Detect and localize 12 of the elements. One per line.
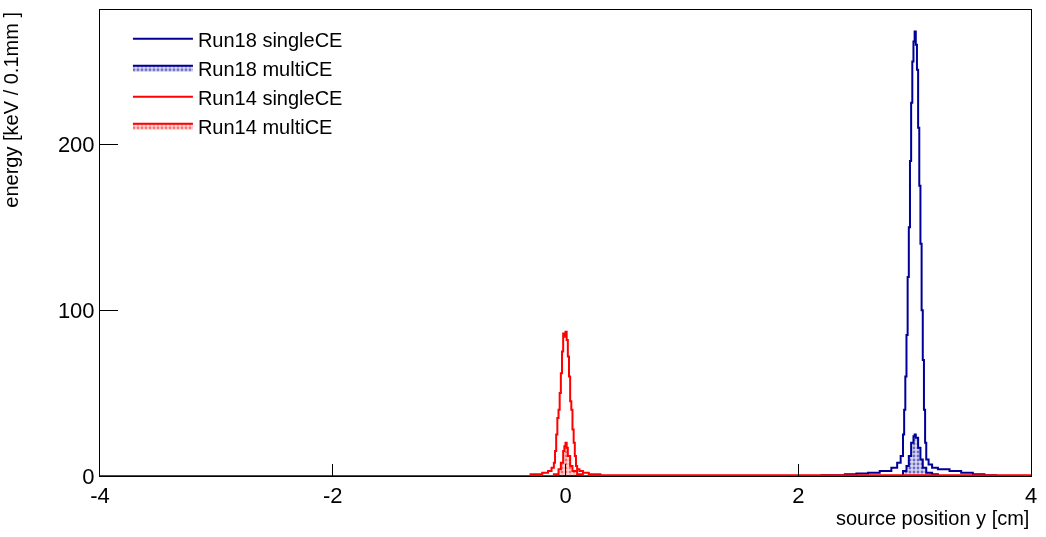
x-tick-label: -2 — [322, 483, 343, 509]
legend-label: Run14 singleCE — [197, 86, 343, 109]
y-axis-title: energy [keV / 0.1mm ] — [0, 12, 22, 208]
legend-label: Run18 singleCE — [197, 28, 343, 51]
y-tick-label: 200 — [57, 132, 95, 158]
x-tick-label: 4 — [1024, 483, 1038, 509]
legend-label: Run18 multiCE — [197, 57, 333, 80]
x-tick-label: 0 — [559, 483, 572, 509]
y-tick-label: 100 — [57, 297, 95, 323]
x-tick-label: 2 — [792, 483, 805, 509]
x-axis-title: source position y [cm] — [836, 507, 1030, 529]
legend-label: Run14 multiCE — [197, 115, 333, 138]
